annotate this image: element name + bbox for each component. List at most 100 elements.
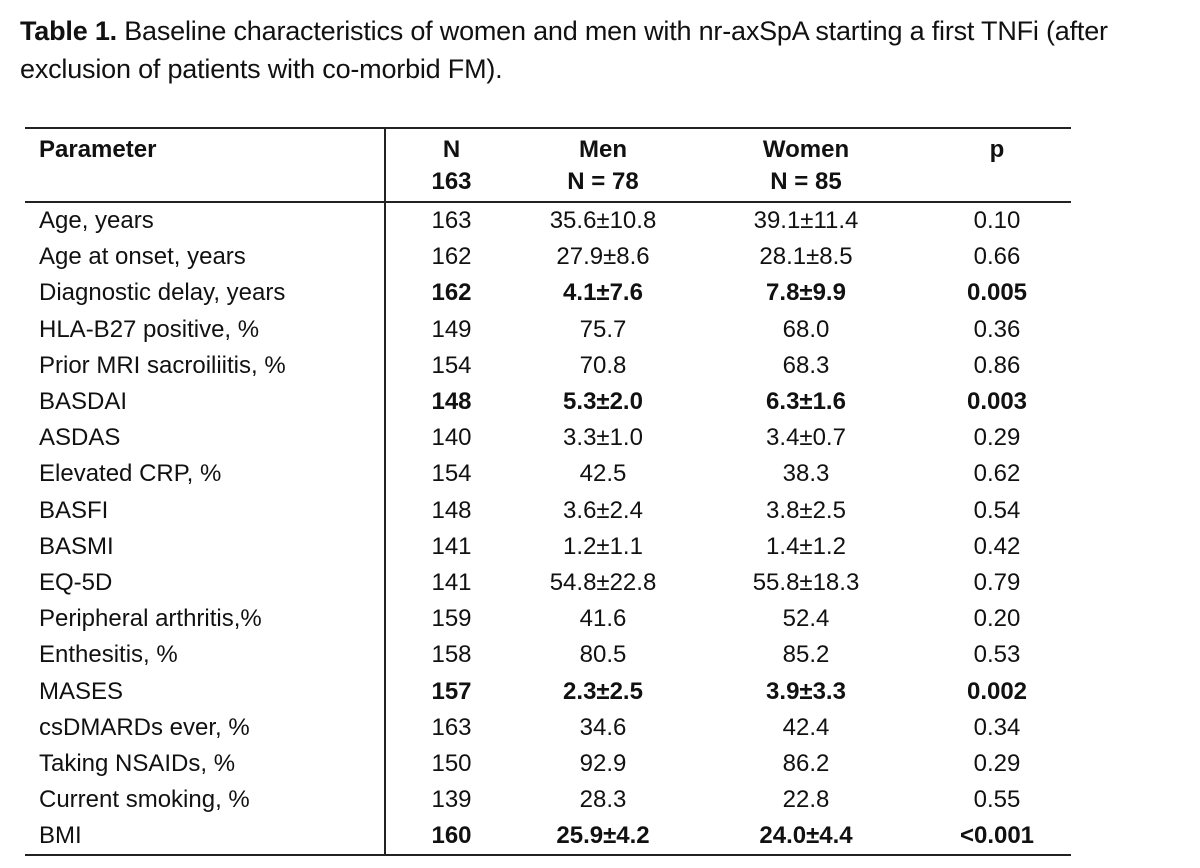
cell-men: 2.3±2.5 [563, 677, 643, 705]
cell-parameter: ASDAS [39, 424, 121, 452]
cell-p: 0.36 [973, 315, 1021, 343]
header-parameter: Parameter [25, 127, 385, 164]
table-row: HLA-B27 positive, % 149 75.7 68.0 0.36 [25, 311, 1071, 348]
cell-p: 0.42 [973, 532, 1021, 560]
cell-men: 25.9±4.2 [517, 818, 689, 857]
table-row: ASDAS 140 3.3±1.0 3.4±0.7 0.29 [25, 420, 1071, 457]
cell-parameter: BASFI [39, 496, 109, 524]
cell-p: 0.54 [973, 496, 1021, 524]
cell-parameter: Diagnostic delay, years [39, 279, 286, 307]
cell-men: 3.3±1.0 [563, 424, 643, 452]
header-men-n: N = 78 [517, 164, 689, 203]
cell-men: 3.6±2.4 [563, 496, 643, 524]
cell-parameter: Taking NSAIDs, % [39, 749, 236, 777]
table-row: Elevated CRP, % 154 42.5 38.3 0.62 [25, 456, 1071, 493]
cell-women: 42.4 [782, 713, 830, 741]
cell-men: 35.6±10.8 [549, 207, 657, 235]
table-caption: Table 1. Baseline characteristics of wom… [20, 12, 1190, 88]
cell-women: 55.8±18.3 [752, 568, 860, 596]
cell-n: 154 [384, 347, 517, 384]
table-row: Peripheral arthritis,% 159 41.6 52.4 0.20 [25, 601, 1071, 638]
cell-n: 163 [384, 202, 517, 240]
cell-p: 0.34 [973, 713, 1021, 741]
cell-men: 27.9±8.6 [556, 243, 650, 271]
table-row: BASDAI 148 5.3±2.0 6.3±1.6 0.003 [25, 383, 1071, 421]
cell-n: 158 [384, 637, 517, 674]
cell-p: 0.79 [973, 568, 1021, 596]
table-header: Parameter N Men Women p 163 N = 78 N = 8… [25, 127, 1071, 203]
cell-n: 162 [384, 275, 517, 312]
cell-men: 75.7 [579, 315, 627, 343]
cell-n: 163 [384, 709, 517, 746]
table-row: Age, years 163 35.6±10.8 39.1±11.4 0.10 [25, 202, 1071, 240]
cell-women: 38.3 [782, 460, 830, 488]
cell-women: 52.4 [782, 605, 830, 633]
baseline-characteristics-table: Parameter N Men Women p 163 N = 78 N = 8… [25, 127, 1071, 857]
cell-parameter: Prior MRI sacroiliitis, % [39, 351, 286, 379]
table-row: BASMI 141 1.2±1.1 1.4±1.2 0.42 [25, 528, 1071, 565]
cell-men: 34.6 [579, 713, 627, 741]
cell-parameter: BMI [25, 818, 385, 857]
cell-n: 159 [384, 601, 517, 638]
header-p: p [923, 127, 1071, 164]
cell-n: 160 [384, 818, 517, 857]
cell-n: 141 [384, 564, 517, 602]
cell-parameter: Age at onset, years [39, 243, 246, 271]
cell-p: 0.10 [973, 207, 1021, 235]
cell-n: 162 [384, 239, 517, 276]
cell-n: 154 [384, 456, 517, 493]
cell-parameter: MASES [39, 677, 124, 705]
header-n-total: 163 [384, 164, 517, 203]
cell-women: 86.2 [782, 749, 830, 777]
header-women-n: N = 85 [689, 164, 923, 203]
caption-label: Table 1. [20, 16, 117, 46]
header-parameter-blank [25, 164, 385, 203]
cell-women: 1.4±1.2 [766, 532, 846, 560]
cell-women: 68.3 [782, 351, 830, 379]
cell-men: 42.5 [579, 460, 627, 488]
cell-men: 54.8±22.8 [549, 568, 657, 596]
cell-men: 92.9 [579, 749, 627, 777]
table-row: BMI 160 25.9±4.2 24.0±4.4 <0.001 [25, 818, 1071, 857]
cell-n: 150 [384, 745, 517, 782]
cell-men: 4.1±7.6 [563, 279, 643, 307]
table-row: BASFI 148 3.6±2.4 3.8±2.5 0.54 [25, 492, 1071, 529]
cell-parameter: Peripheral arthritis,% [39, 605, 262, 633]
cell-men: 28.3 [579, 786, 627, 814]
cell-n: 157 [384, 673, 517, 710]
cell-women: 3.8±2.5 [766, 496, 846, 524]
cell-n: 149 [384, 311, 517, 348]
table-row: Age at onset, years 162 27.9±8.6 28.1±8.5 0.… [25, 239, 1071, 276]
cell-parameter: BASDAI [39, 388, 128, 416]
table-row: csDMARDs ever, % 163 34.6 42.4 0.34 [25, 709, 1071, 746]
cell-parameter: Age, years [39, 207, 154, 235]
header-row-2: 163 N = 78 N = 85 [25, 164, 1071, 203]
cell-women: 24.0±4.4 [689, 818, 923, 857]
cell-men: 70.8 [579, 351, 627, 379]
table-row: Diagnostic delay, years 162 4.1±7.6 7.8±9.9… [25, 275, 1071, 312]
header-women: Women [689, 127, 923, 164]
cell-women: 85.2 [782, 641, 830, 669]
cell-women: 3.9±3.3 [766, 677, 846, 705]
table-row: MASES 157 2.3±2.5 3.9±3.3 0.002 [25, 673, 1071, 710]
cell-parameter: EQ-5D [39, 568, 113, 596]
cell-women: 28.1±8.5 [759, 243, 853, 271]
table-row: Enthesitis, % 158 80.5 85.2 0.53 [25, 637, 1071, 674]
table-row: EQ-5D 141 54.8±22.8 55.8±18.3 0.79 [25, 564, 1071, 602]
cell-n: 140 [384, 420, 517, 457]
cell-p: 0.005 [966, 279, 1028, 307]
cell-n: 139 [384, 782, 517, 819]
cell-p: 0.29 [973, 749, 1021, 777]
cell-n: 141 [384, 528, 517, 565]
header-n: N [384, 127, 517, 164]
cell-women: 68.0 [782, 315, 830, 343]
cell-men: 41.6 [579, 605, 627, 633]
cell-men: 1.2±1.1 [563, 532, 643, 560]
cell-parameter: csDMARDs ever, % [39, 713, 250, 741]
cell-men: 5.3±2.0 [563, 388, 643, 416]
cell-women: 7.8±9.9 [766, 279, 846, 307]
cell-women: 6.3±1.6 [766, 388, 846, 416]
cell-parameter: HLA-B27 positive, % [39, 315, 260, 343]
cell-p: 0.53 [973, 641, 1021, 669]
cell-p: 0.002 [966, 677, 1028, 705]
